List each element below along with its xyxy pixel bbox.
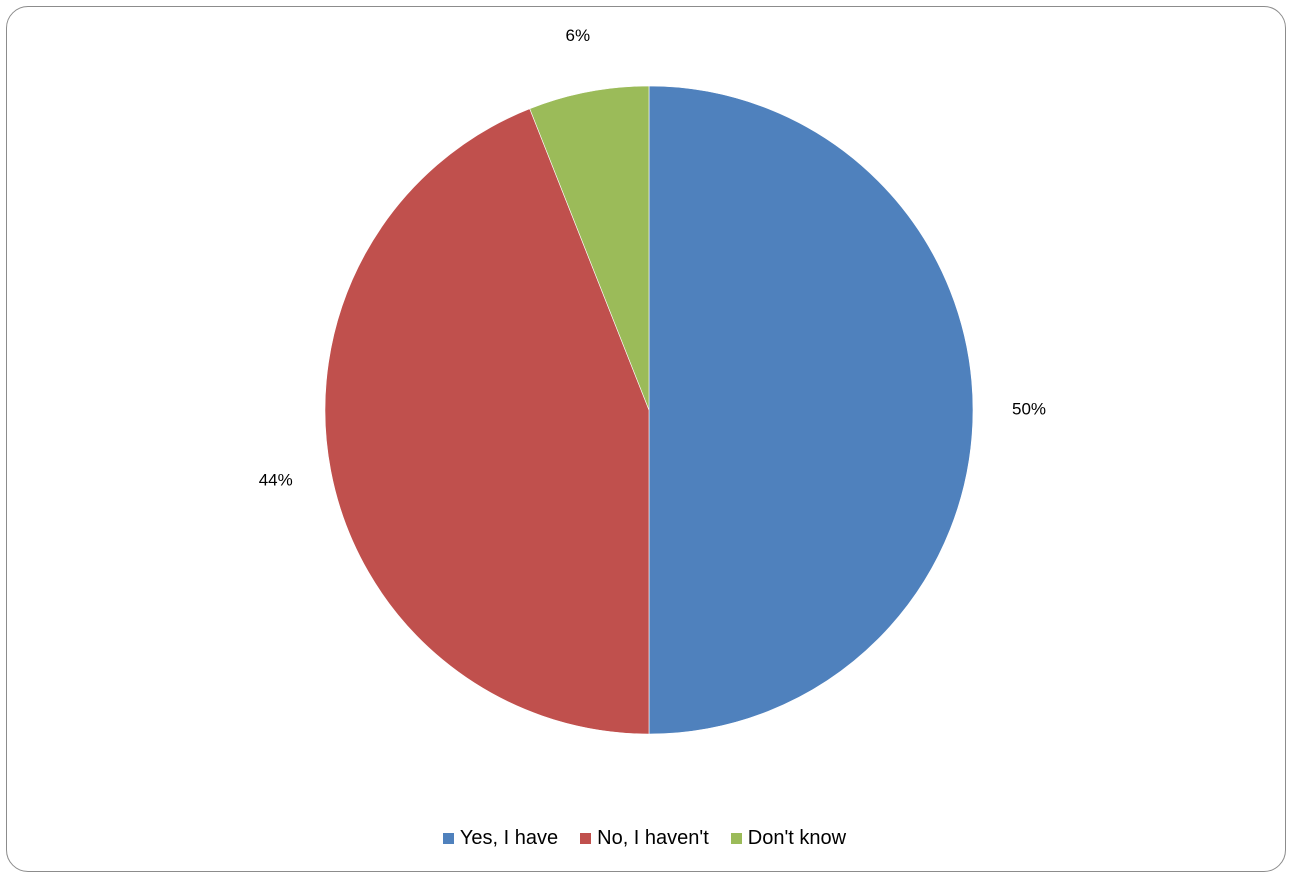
- pie-slice-yes: [648, 85, 974, 735]
- legend: Yes, I have No, I haven't Don't know: [0, 826, 1289, 850]
- legend-swatch-yes: [442, 832, 454, 844]
- pie-slice-dont-know: [529, 85, 650, 411]
- legend-item-no: No, I haven't: [580, 827, 709, 850]
- legend-label-no: No, I haven't: [597, 826, 709, 849]
- data-label-dont-know: 6%: [566, 26, 591, 45]
- pie-slice-no: [324, 108, 650, 735]
- legend-label-dont-know: Don't know: [747, 826, 847, 849]
- data-label-no: 44%: [259, 471, 293, 490]
- legend-swatch-no: [580, 832, 592, 844]
- data-label-yes: 50%: [1012, 399, 1046, 418]
- legend-swatch-dont-know: [730, 832, 742, 844]
- legend-label-yes: Yes, I have: [459, 826, 559, 849]
- legend-item-dont-know: Don't know: [730, 826, 847, 850]
- legend-item-yes: Yes, I have: [442, 826, 559, 850]
